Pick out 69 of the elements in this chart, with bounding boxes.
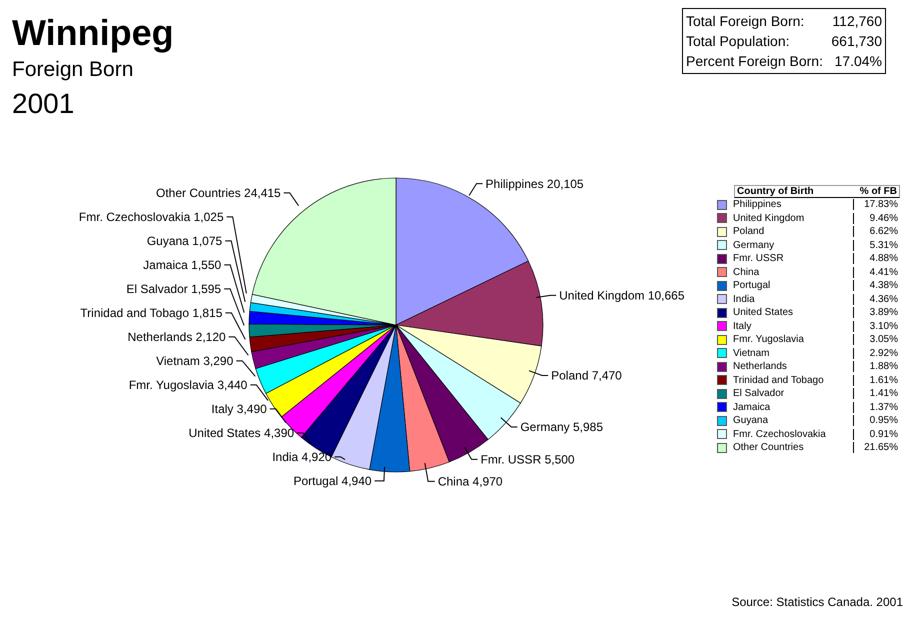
text: 1.37% [853,402,900,413]
source-note: Source: Statistics Canada. 2001 [732,595,903,609]
text: 112,760 [832,12,882,31]
category-label: China 4,970 [438,474,503,489]
text: 0.91% [853,428,900,440]
legend-label: Germany [732,240,776,251]
text: 1.88% [853,361,900,372]
category-label: Other Countries 24,415 [156,186,281,200]
text: 9.46% [853,212,900,224]
text: 4.88% [853,253,900,264]
legend-label: United Kingdom [732,212,806,224]
text: 1.41% [853,388,900,400]
text: 2.92% [853,348,900,359]
legend-label: Fmr. Czechoslovakia [732,428,827,440]
legend-label: Netherlands [732,361,788,372]
text: 1.61% [853,374,900,386]
category-label: Jamaica 1,550 [143,258,222,272]
category-label: Vietnam 3,290 [156,354,234,368]
legend-label: Portugal [732,280,772,292]
category-label: Philippines 20,105 [486,176,584,191]
category-label: Trinidad and Tobago 1,815 [80,306,222,320]
text: 2001 [12,88,74,120]
category-label: Fmr. USSR 5,500 [480,452,575,467]
text: 5.31% [853,240,900,251]
legend-label: Fmr. Yugoslavia [732,334,805,346]
text: 4.38% [853,280,900,292]
text: 17.04% [834,52,882,71]
text: 0.95% [853,415,900,426]
category-label: United Kingdom 10,665 [559,288,685,303]
text: Foreign Born [12,58,134,82]
legend-label: Jamaica [732,402,772,413]
text: % of FB [858,186,898,197]
legend-label: Philippines [732,199,782,210]
category-label: United States 4,390 [188,426,294,440]
category-label: Germany 5,985 [520,420,604,434]
legend-label: Trinidad and Tobago [732,374,825,386]
legend-title: Country of Birth [736,186,815,197]
text: 6.62% [853,226,900,238]
category-label: Netherlands 2,120 [128,330,226,344]
text: Total Population: [686,32,790,51]
legend-label: China [732,266,760,278]
legend-label: Guyana [732,415,770,426]
category-label: Fmr. Yugoslavia 3,440 [128,378,248,392]
legend-label: Other Countries [732,442,805,454]
legend-label: United States [732,307,794,318]
text: 4.36% [853,294,900,305]
text: 21.65% [853,442,900,454]
text: 3.89% [853,307,900,318]
category-label: El Salvador 1,595 [126,282,222,296]
legend-label: El Salvador [732,388,786,400]
category-label: Poland 7,470 [551,368,622,383]
text: 3.10% [853,320,900,332]
legend-label: Fmr. USSR [732,253,785,264]
chart-title: Winnipeg [12,12,174,54]
category-label: India 4,920 [272,450,332,464]
legend-label: India [732,294,756,305]
text: Total Foreign Born: [686,12,804,31]
category-label: Fmr. Czechoslovakia 1,025 [78,210,224,224]
text: 3.05% [853,334,900,346]
category-label: Guyana 1,075 [146,234,222,248]
legend-label: Italy [732,320,752,332]
category-label: Italy 3,490 [211,402,267,416]
legend-label: Poland [732,226,766,238]
text: 661,730 [831,32,882,51]
legend-label: Vietnam [732,348,771,359]
category-label: Portugal 4,940 [294,474,372,488]
text: 4.41% [853,266,900,278]
text: 17.83% [853,199,900,210]
text: Percent Foreign Born: [686,52,823,71]
